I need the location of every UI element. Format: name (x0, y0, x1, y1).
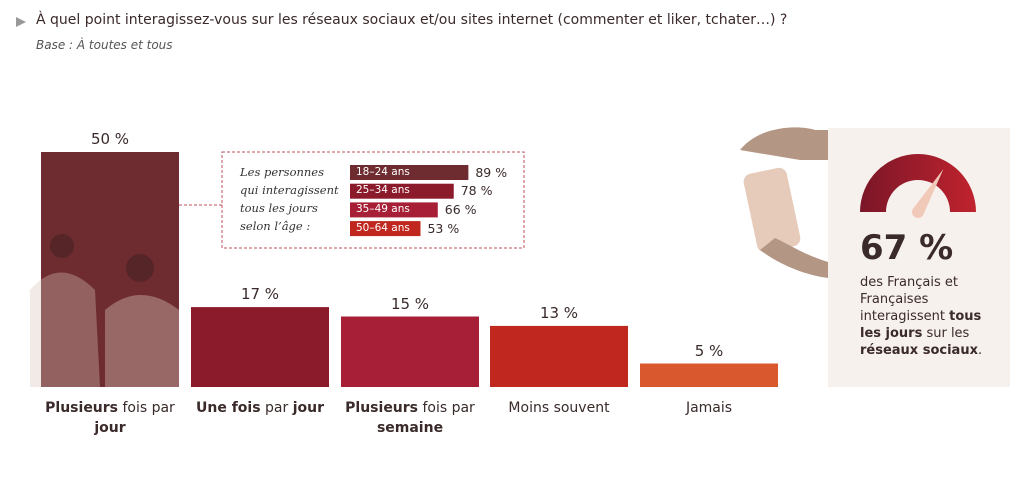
category-label: Moins souvent (494, 398, 624, 418)
text-segment: Une fois (196, 400, 261, 416)
age-label: 50–64 ans (356, 221, 410, 234)
category-label: Plusieurs fois par semaine (345, 398, 475, 438)
chart-title: À quel point interagissez-vous sur les r… (36, 12, 788, 28)
gauge-value-label: 67 % (860, 228, 954, 268)
text-segment: semaine (376, 420, 444, 436)
age-value-label: 66 % (444, 201, 477, 217)
value-label: 50 % (90, 130, 130, 148)
text-segment: par (260, 400, 293, 416)
text-segment: Jamais (685, 400, 733, 416)
category-label: Une fois par jour (195, 398, 325, 418)
age-value-label: 89 % (475, 164, 508, 180)
text-segment: fois par (418, 400, 475, 416)
value-label: 15 % (390, 294, 430, 313)
photo-shape (30, 272, 100, 387)
category-label: Jamais (644, 398, 774, 418)
age-bar (350, 183, 454, 199)
text-segment: Moins souvent (508, 400, 610, 416)
text-segment: Plusieurs (345, 400, 419, 416)
bar-photo (30, 234, 179, 387)
age-label: 25–34 ans (356, 184, 410, 197)
age-bar (350, 202, 438, 218)
gauge-arc (860, 154, 976, 212)
age-value-label: 78 % (460, 183, 493, 199)
bar (490, 325, 628, 387)
photo-shape (50, 234, 74, 258)
photo-shape (126, 254, 154, 282)
gauge-needle (912, 168, 944, 218)
age-bar (350, 221, 421, 237)
inset-box (221, 151, 525, 249)
value-label: 17 % (240, 285, 280, 304)
bar (640, 363, 778, 387)
hand-phone (740, 127, 828, 278)
text-segment: réseaux sociaux (860, 343, 978, 358)
age-label: 35–49 ans (356, 202, 410, 215)
text-segment: sur les (922, 326, 970, 341)
text-segment: des Français et Françaises interagissent (860, 275, 958, 324)
age-bar (350, 165, 469, 180)
chart-subtitle: Base : À toutes et tous (36, 38, 173, 52)
bar (41, 152, 179, 387)
bar (341, 316, 479, 387)
gauge-text: des Français et Françaises interagissent… (860, 274, 990, 359)
text-segment: Plusieurs (45, 400, 119, 416)
bar (191, 307, 329, 387)
age-value-label: 53 % (427, 220, 460, 236)
text-segment: jour (94, 420, 126, 436)
text-segment: . (977, 343, 983, 358)
age-label: 18–24 ans (356, 165, 410, 178)
photo-shape (105, 295, 179, 387)
text-segment: jour (292, 400, 324, 416)
inset-text: Les personnes qui interagissent tous les… (240, 165, 339, 233)
title-arrow (16, 17, 26, 27)
text-segment: fois par (118, 400, 175, 416)
category-label: Plusieurs fois par jour (45, 398, 175, 438)
value-label: 13 % (539, 303, 579, 322)
text-segment: tous les jours (860, 309, 982, 341)
value-label: 5 % (694, 341, 724, 360)
